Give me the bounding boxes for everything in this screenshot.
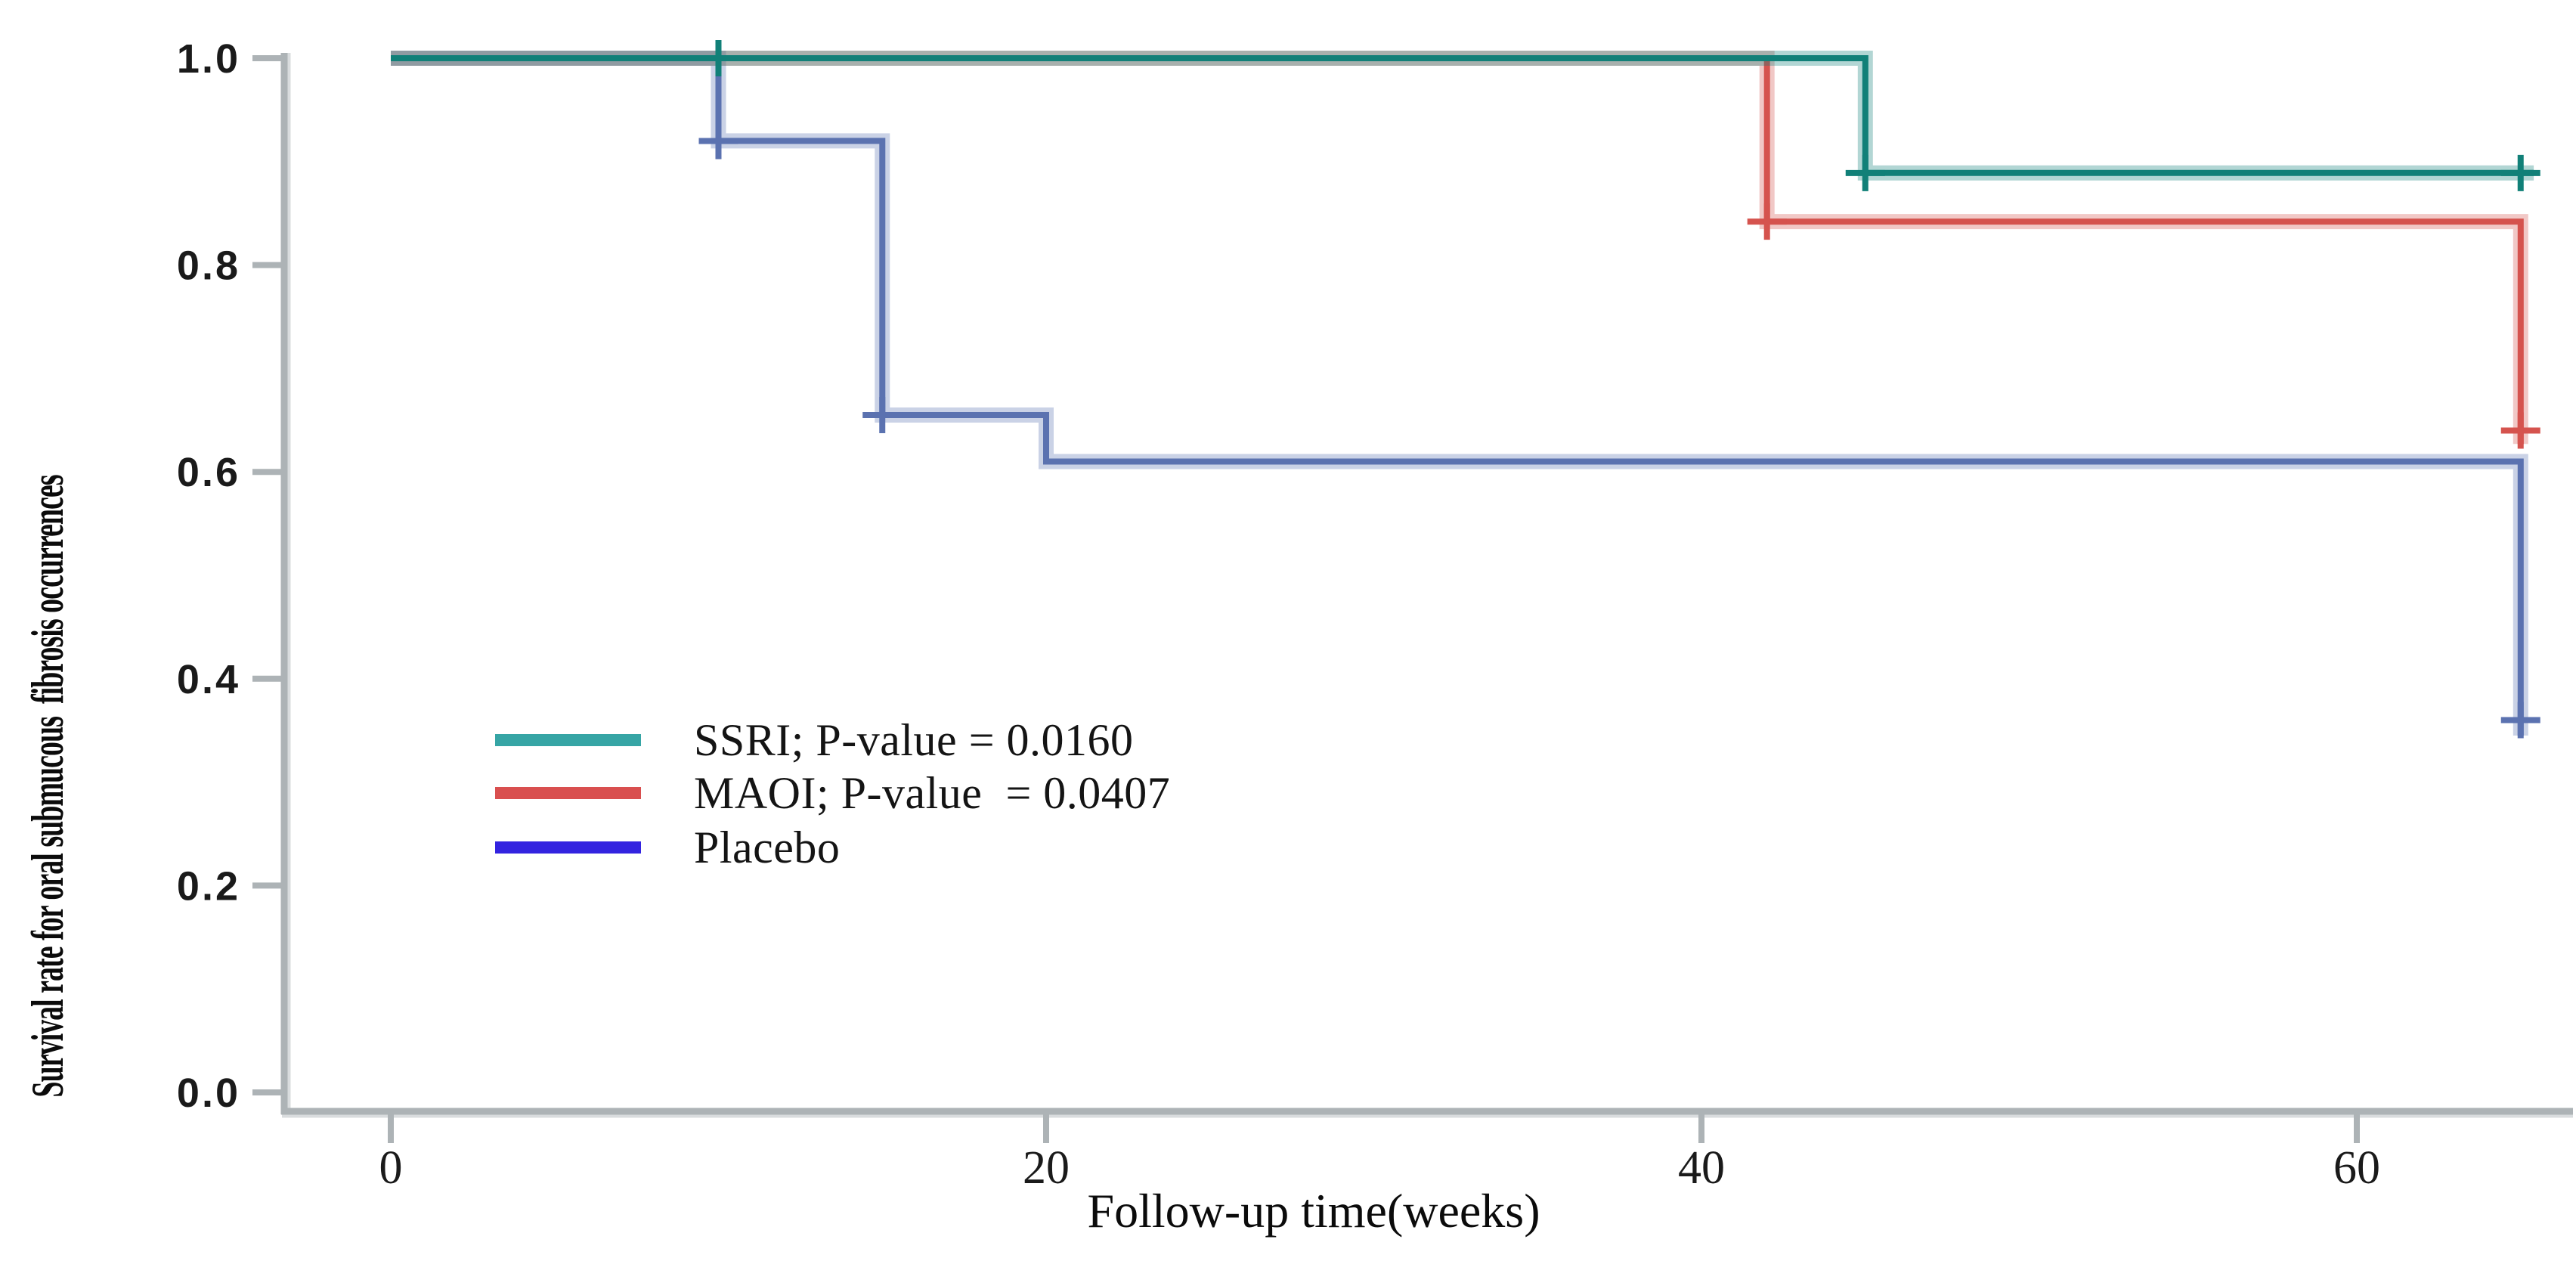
legend-item-ssri: SSRI; P-value = 0.0160	[495, 714, 1134, 765]
y-tick-label: 0.2	[177, 863, 240, 909]
legend-label-placebo: Placebo	[694, 822, 841, 872]
y-tick-label: 1.0	[177, 36, 240, 82]
y-tick-label: 0.4	[177, 657, 240, 702]
survival-curve-halo-maoi	[391, 51, 2528, 445]
survival-curve-maoi	[391, 55, 2524, 445]
x-axis-title: Follow-up time(weeks)	[1087, 1184, 1540, 1238]
survival-curve-placebo	[391, 55, 2524, 736]
x-tick-label: 20	[1023, 1142, 1070, 1194]
legend-item-maoi: MAOI; P-value = 0.0407	[495, 767, 1171, 818]
legend-item-placebo: Placebo	[495, 822, 841, 872]
y-axis-title: Survival rate for oral submucous fibrosi…	[23, 475, 74, 1098]
ssri-color-swatch	[495, 734, 641, 746]
survival-curve-halo-placebo	[391, 51, 2528, 736]
survival-curve-ssri	[391, 55, 2534, 176]
x-tick-label: 60	[2333, 1142, 2380, 1194]
maoi-color-swatch	[495, 787, 641, 799]
x-tick-label: 40	[1678, 1142, 1725, 1194]
legend-label-ssri: SSRI; P-value = 0.0160	[694, 714, 1134, 765]
x-tick-label: 0	[379, 1142, 403, 1194]
y-tick-label: 0.0	[177, 1070, 240, 1116]
y-tick-label: 0.6	[177, 450, 240, 495]
legend-label-maoi: MAOI; P-value = 0.0407	[694, 767, 1171, 818]
y-tick-label: 0.8	[177, 243, 240, 289]
placebo-color-swatch	[495, 841, 641, 854]
